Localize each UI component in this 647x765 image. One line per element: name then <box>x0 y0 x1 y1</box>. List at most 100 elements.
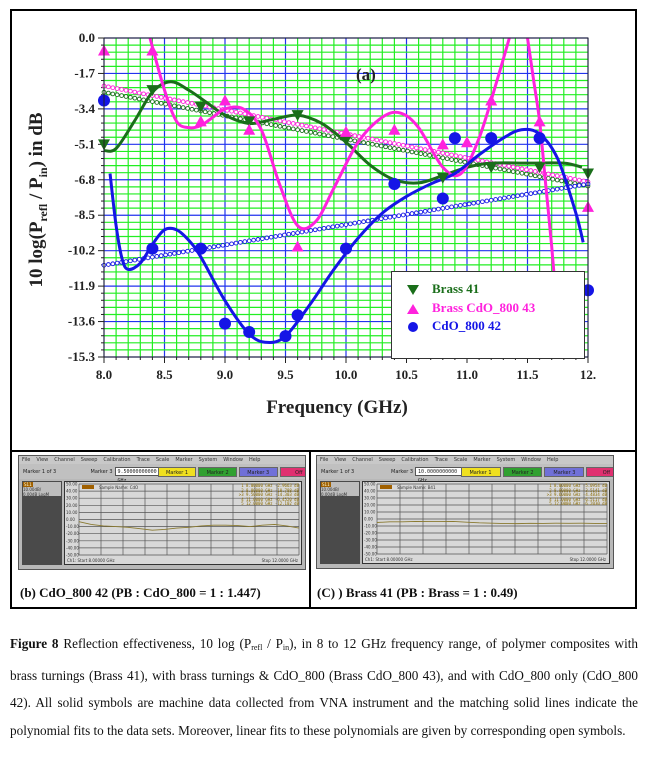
x-tick-label: 11.5 <box>516 367 539 382</box>
data-point-1 <box>146 44 159 56</box>
legend-label-brass41: Brass 41 <box>432 281 480 296</box>
vna-menu-item[interactable]: Help <box>546 457 559 463</box>
vna-menu-item[interactable]: Calibration <box>401 457 429 463</box>
linear-fit-point-1 <box>238 110 243 116</box>
vna-marker-row: >3 9.50000 GHz -14.303 dB <box>238 492 299 497</box>
linear-fit-point-2 <box>405 211 410 217</box>
vna-menu-item[interactable]: Channel <box>352 457 373 463</box>
linear-fit-point-0 <box>317 131 322 137</box>
linear-fit-point-0 <box>308 129 314 135</box>
figure-caption: Figure 8 Reflection effectiveness, 10 lo… <box>10 630 638 744</box>
vna-trace-info[interactable]: S11 10.00dB/0.00dB LogM <box>321 482 359 497</box>
linear-fit-point-1 <box>365 135 371 141</box>
vna-y-tick-label: -10.00 <box>364 524 377 529</box>
linear-fit-point-2 <box>286 231 292 237</box>
vna-y-tick-label: -10.00 <box>66 524 79 529</box>
linear-fit-point-2 <box>444 205 450 210</box>
linear-fits <box>101 83 591 268</box>
linear-fit-point-1 <box>260 114 265 120</box>
linear-fit-point-1 <box>396 142 402 147</box>
linear-fit-point-2 <box>365 218 371 224</box>
vna-marker-2-button[interactable]: Marker 2 <box>198 467 237 477</box>
linear-fit-point-2 <box>396 213 402 219</box>
linear-fit-point-2 <box>572 183 578 189</box>
vna-menu-item[interactable]: File <box>320 457 329 463</box>
linear-fit-point-0 <box>163 101 168 107</box>
vna-menu-item[interactable]: Trace <box>136 457 150 463</box>
vna-marker-1-button[interactable]: Marker 1 <box>460 467 501 477</box>
linear-fit-point-1 <box>568 176 573 181</box>
vna-menu-item[interactable]: Scale <box>453 457 468 463</box>
linear-fit-point-0 <box>128 94 133 100</box>
linear-fit-point-1 <box>374 137 380 143</box>
y-tick-label: 0.0 <box>79 30 95 45</box>
vna-marker-1-button[interactable]: Marker 1 <box>157 467 197 477</box>
vna-menu-item[interactable]: File <box>22 457 31 463</box>
y-title-part-2: / P <box>26 177 47 204</box>
vna-marker-of: Marker 1 of 3 <box>321 469 355 475</box>
vna-menu-item[interactable]: Trace <box>434 457 448 463</box>
data-point-2 <box>340 242 352 255</box>
linear-fit-point-0 <box>510 169 516 174</box>
vna-marker-3-button[interactable]: Marker 3 <box>238 467 278 477</box>
linear-fit-point-0 <box>400 147 406 153</box>
linear-fit-point-2 <box>484 198 490 204</box>
linear-fit-point-2 <box>576 183 582 188</box>
linear-fit-point-1 <box>229 108 234 114</box>
linear-fit-point-1 <box>409 144 415 150</box>
vna-marker-3-button[interactable]: Marker 3 <box>544 467 585 477</box>
vna-menu-item[interactable]: Sweep <box>80 457 98 463</box>
linear-fit-point-0 <box>422 152 428 157</box>
vna-off-button[interactable]: Off <box>586 467 613 477</box>
linear-fit-point-0 <box>321 132 327 138</box>
vna-marker-input[interactable]: 9.50000000000 GHz <box>114 467 164 484</box>
vna-menu-item[interactable]: Marker <box>175 457 193 463</box>
vna-menu-item[interactable]: Calibration <box>103 457 131 463</box>
x-tick-label: 9.5 <box>277 367 294 382</box>
linear-fit-point-0 <box>387 145 393 151</box>
vna-menu-item[interactable]: Scale <box>155 457 170 463</box>
vna-y-tick-label: 30.00 <box>66 496 78 501</box>
linear-fit-point-2 <box>352 220 358 226</box>
vna-menu-item[interactable]: System <box>496 457 516 463</box>
linear-fit-point-2 <box>299 229 305 235</box>
vna-menu-item[interactable]: View <box>334 457 347 463</box>
linear-fit-point-0 <box>546 176 551 181</box>
vna-marker-2-button[interactable]: Marker 2 <box>502 467 543 477</box>
vna-menu-item[interactable]: Window <box>521 457 541 463</box>
linear-fit-point-0 <box>462 159 468 165</box>
vna-menu-item[interactable]: Marker <box>473 457 491 463</box>
y-tick-label: -15.3 <box>68 349 96 364</box>
linear-fit-point-2 <box>216 243 221 249</box>
y-tick-label: -1.7 <box>74 65 95 80</box>
linear-fit-point-2 <box>475 200 481 205</box>
linear-fit-point-1 <box>506 163 512 169</box>
linear-fit-point-0 <box>299 128 305 133</box>
linear-fit-point-1 <box>321 127 327 132</box>
vna-menu-item[interactable]: Window <box>223 457 243 463</box>
y-tick-labels: 0.0 -1.7 -3.4 -5.1 -6.8 -8.5 -10.2 -11.9 -13.6 -1… <box>68 30 96 364</box>
vna-trace-tag <box>82 485 94 489</box>
linear-fit-point-1 <box>119 87 124 92</box>
y-title-sub-refl: refl <box>36 203 50 221</box>
vna-menu-item[interactable]: View <box>36 457 49 463</box>
data-point-0 <box>340 135 352 147</box>
vna-menu-item[interactable]: System <box>198 457 218 463</box>
vna-menu-item[interactable]: Help <box>248 457 261 463</box>
linear-fit-point-0 <box>304 129 309 134</box>
vna-marker-input[interactable]: 10.0000000000 GHz <box>415 467 466 484</box>
vna-start-freq: Ch1: Start 8.00000 GHz <box>67 558 115 563</box>
linear-fit-point-1 <box>172 97 177 103</box>
vna-off-button[interactable]: Off <box>279 467 305 477</box>
linear-fit-point-0 <box>409 149 415 155</box>
linear-fit-point-2 <box>449 204 454 210</box>
linear-fit-point-2 <box>277 233 283 239</box>
linear-fit-point-0 <box>207 110 212 116</box>
vna-trace-info[interactable]: S11 10.00dB/0.00dB LogM <box>23 482 61 497</box>
vna-menu-item[interactable]: Channel <box>54 457 75 463</box>
vna-stop-freq: Stop 12.0000 GHz <box>569 557 606 562</box>
data-point-1 <box>461 136 473 148</box>
vna-menu-item[interactable]: Sweep <box>378 457 396 463</box>
linear-fit-point-2 <box>515 193 520 199</box>
linear-fit-point-0 <box>172 103 177 109</box>
